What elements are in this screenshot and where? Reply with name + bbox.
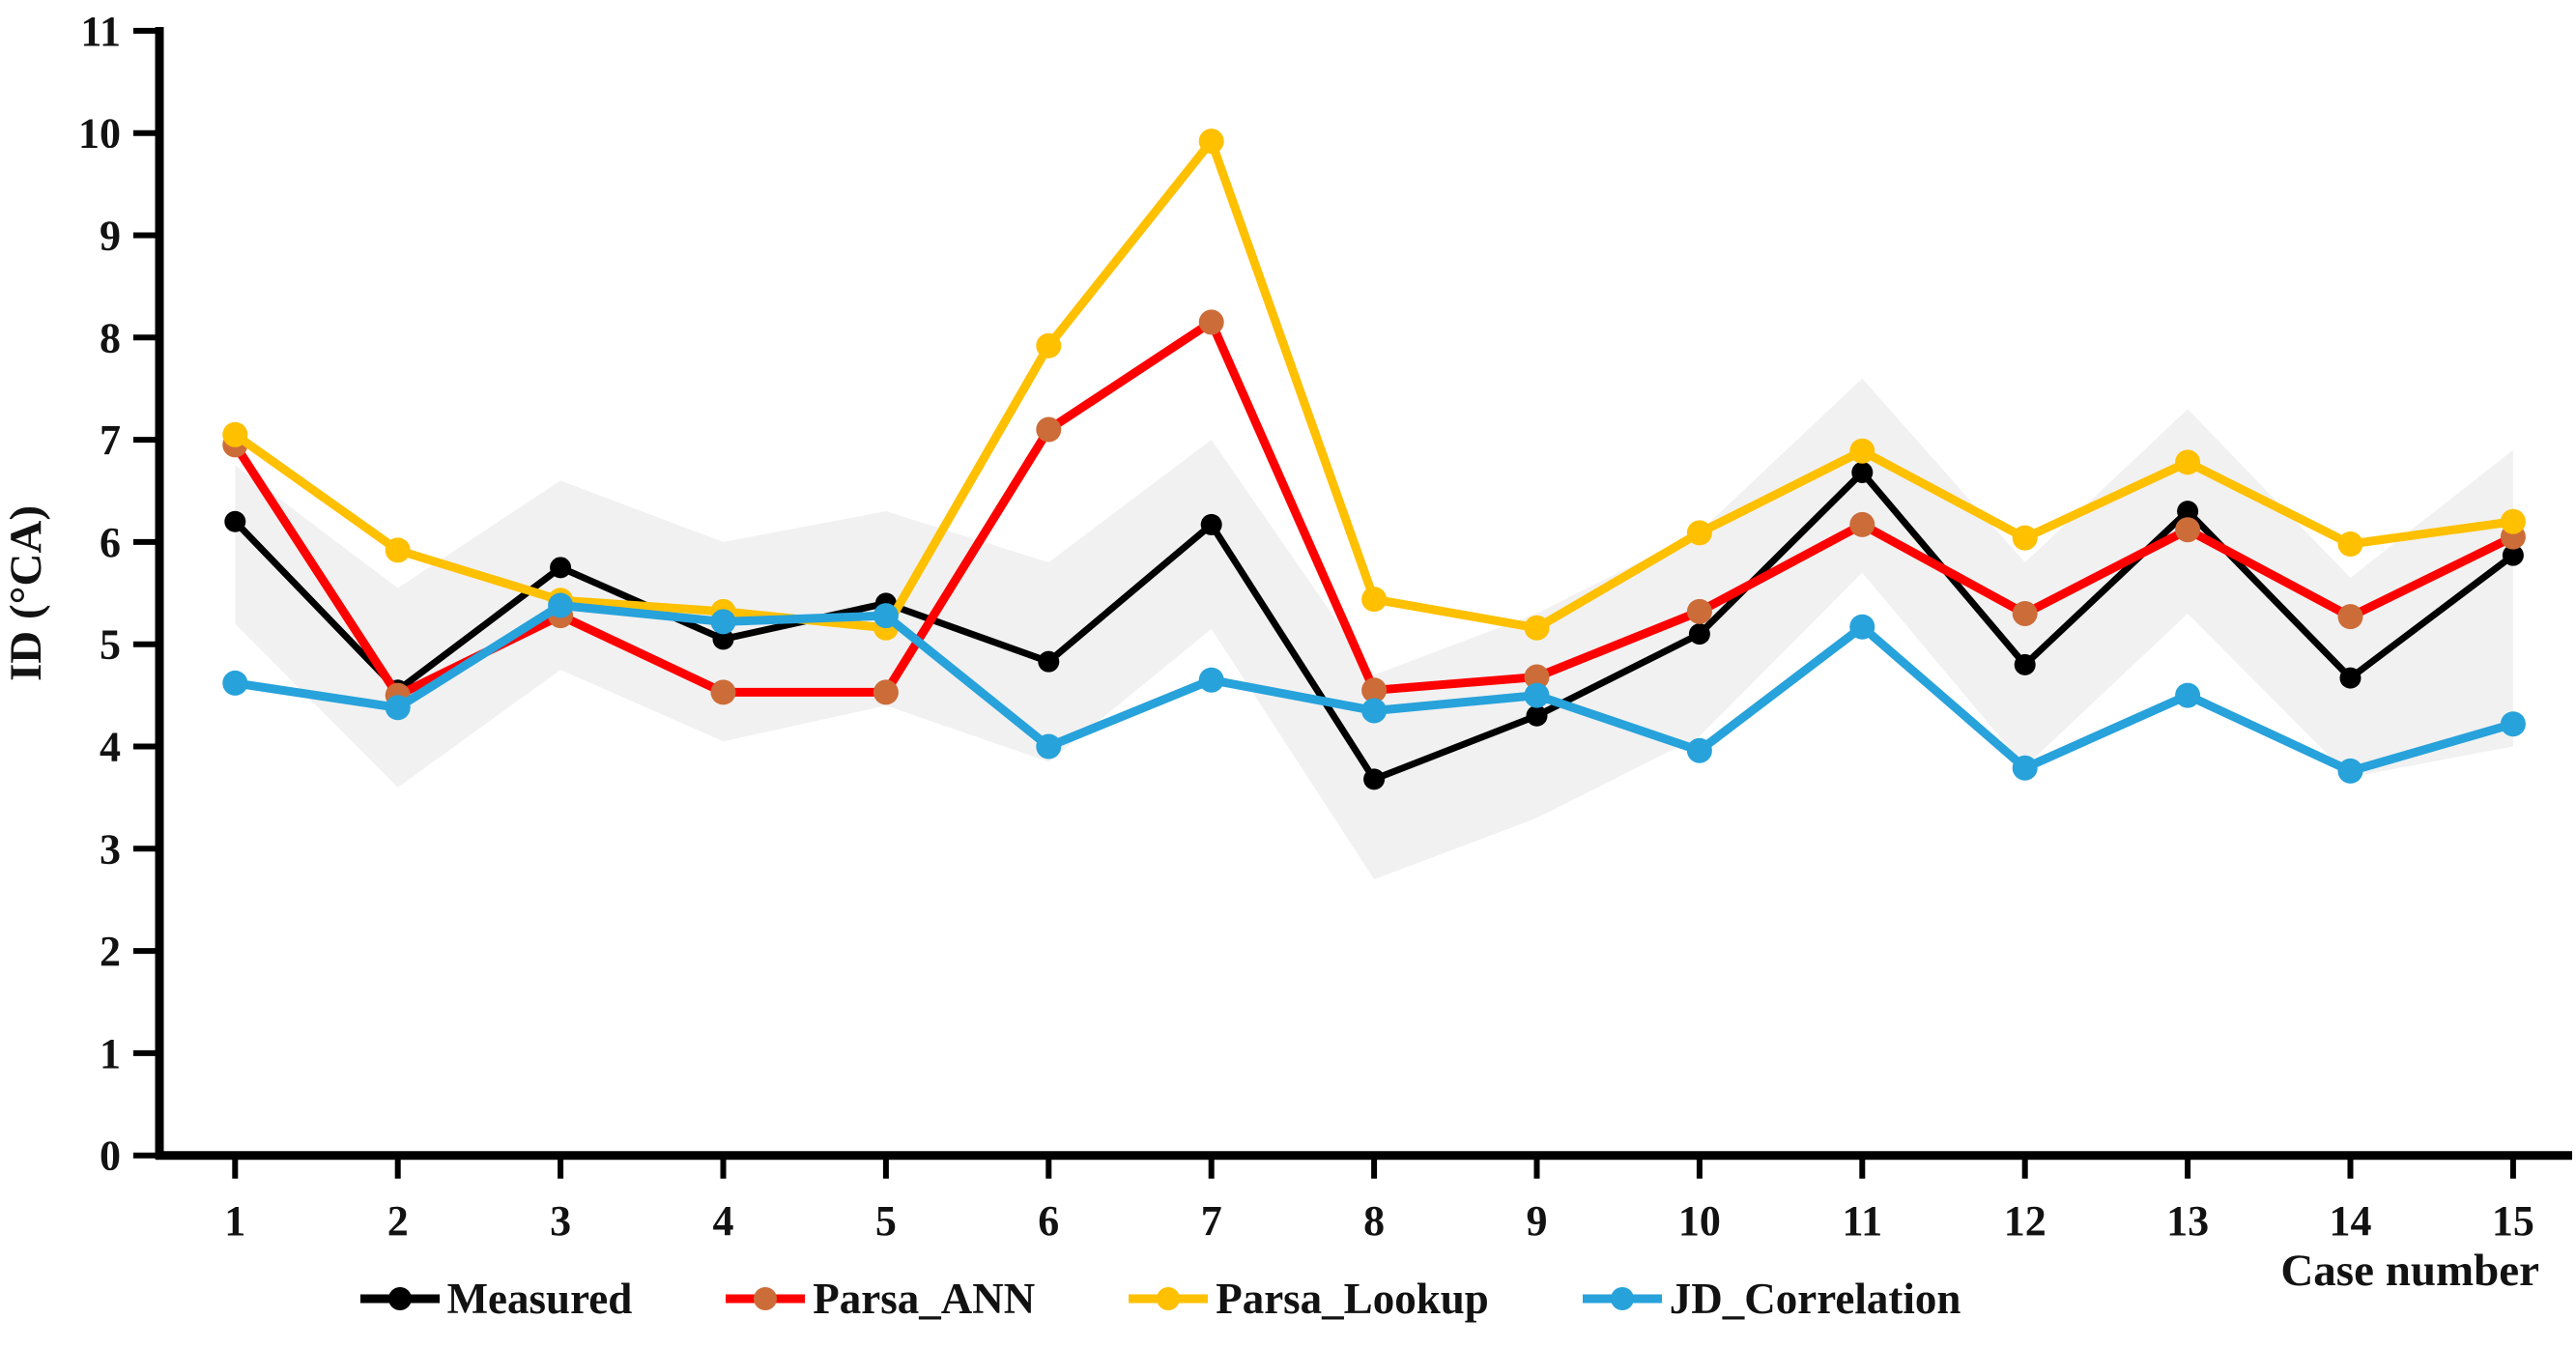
- data-point-Parsa_Lookup-8: [1361, 587, 1388, 613]
- x-axis-tick-label: 3: [550, 1197, 571, 1245]
- legend-label-Parsa_Lookup: Parsa_Lookup: [1216, 1275, 1489, 1323]
- data-point-JD_Correlation-6: [1036, 733, 1062, 760]
- y-axis-tick-label: 7: [100, 416, 121, 464]
- data-point-JD_Correlation-7: [1198, 667, 1224, 693]
- data-point-Parsa_ANN-13: [2175, 517, 2201, 543]
- data-point-Parsa_Lookup-2: [385, 537, 411, 563]
- data-point-JD_Correlation-11: [1849, 614, 1875, 640]
- legend-marker-JD_Correlation: [1582, 1287, 1662, 1310]
- data-point-Measured-10: [1688, 623, 1710, 645]
- data-point-JD_Correlation-12: [2012, 755, 2038, 781]
- data-point-JD_Correlation-3: [548, 592, 574, 618]
- x-axis-tick-label: 9: [1527, 1197, 1548, 1245]
- y-axis-tick-label: 10: [78, 110, 121, 158]
- data-point-Parsa_ANN-10: [1686, 598, 1712, 624]
- legend-item-JD_Correlation: JD_Correlation: [1581, 1274, 1961, 1324]
- y-axis-tick-label: 3: [100, 825, 121, 873]
- x-axis-tick-label: 14: [2330, 1197, 2372, 1245]
- y-axis-tick-label: 11: [80, 8, 121, 55]
- data-point-JD_Correlation-2: [385, 695, 411, 721]
- x-axis-tick-label: 15: [2492, 1197, 2534, 1245]
- x-axis-tick-label: 12: [2004, 1197, 2046, 1245]
- y-axis-tick-label: 1: [100, 1030, 121, 1077]
- data-point-Measured-9: [1526, 704, 1548, 727]
- data-point-Parsa_ANN-6: [1036, 416, 1062, 443]
- legend-marker-Measured: [359, 1287, 440, 1310]
- data-point-Measured-7: [1200, 513, 1222, 535]
- data-point-Parsa_ANN-5: [873, 679, 899, 705]
- data-point-JD_Correlation-8: [1361, 698, 1388, 724]
- data-point-JD_Correlation-15: [2500, 711, 2526, 737]
- legend-marker-Parsa_ANN: [726, 1287, 806, 1310]
- y-axis-title: ID (°CA): [1, 505, 51, 681]
- data-point-Parsa_Lookup-14: [2337, 531, 2363, 558]
- data-point-Parsa_Lookup-11: [1849, 438, 1875, 464]
- data-point-Measured-8: [1363, 768, 1386, 790]
- data-point-Parsa_Lookup-7: [1198, 129, 1224, 155]
- data-point-Parsa_Lookup-6: [1036, 332, 1062, 359]
- legend-item-Parsa_ANN: Parsa_ANN: [724, 1274, 1035, 1324]
- y-axis-tick-label: 8: [100, 314, 121, 361]
- data-point-Parsa_ANN-7: [1198, 309, 1224, 335]
- x-axis-tick-label: 8: [1363, 1197, 1385, 1245]
- x-axis-tick-label: 1: [224, 1197, 245, 1245]
- data-point-JD_Correlation-4: [710, 609, 736, 635]
- y-axis-tick-label: 6: [100, 519, 121, 566]
- data-point-Parsa_ANN-14: [2337, 604, 2363, 630]
- legend-label-Measured: Measured: [446, 1275, 633, 1323]
- data-point-JD_Correlation-14: [2337, 758, 2363, 784]
- x-axis-title: Case number: [2280, 1246, 2539, 1296]
- data-point-Parsa_Lookup-15: [2500, 508, 2526, 534]
- legend-marker-Parsa_Lookup: [1129, 1287, 1209, 1310]
- data-point-Parsa_ANN-12: [2012, 600, 2038, 626]
- data-point-Parsa_ANN-11: [1849, 511, 1875, 537]
- x-axis-tick-label: 5: [875, 1197, 897, 1245]
- x-axis-tick-label: 4: [713, 1197, 734, 1245]
- data-point-JD_Correlation-10: [1686, 737, 1712, 763]
- data-point-Measured-1: [224, 510, 246, 532]
- x-axis-tick-label: 13: [2166, 1197, 2209, 1245]
- legend-item-Parsa_Lookup: Parsa_Lookup: [1127, 1274, 1489, 1324]
- x-axis-tick-label: 10: [1678, 1197, 1721, 1245]
- chart-legend: Measured Parsa_ANN Parsa_Lookup JD_Correlat…: [0, 1274, 2319, 1324]
- data-point-Measured-3: [550, 557, 572, 579]
- x-axis-tick-label: 6: [1038, 1197, 1059, 1245]
- y-axis-tick-label: 5: [100, 621, 121, 669]
- y-axis-tick-label: 0: [100, 1133, 121, 1180]
- data-point-JD_Correlation-5: [873, 603, 899, 629]
- data-point-Measured-12: [2014, 653, 2036, 675]
- legend-item-Measured: Measured: [358, 1274, 633, 1324]
- data-point-JD_Correlation-1: [222, 670, 248, 696]
- y-axis-tick-label: 2: [100, 928, 121, 975]
- data-point-JD_Correlation-9: [1524, 682, 1550, 708]
- data-point-Measured-11: [1851, 461, 1874, 483]
- data-point-Measured-13: [2177, 501, 2199, 523]
- data-point-Parsa_ANN-8: [1361, 677, 1388, 703]
- data-point-Parsa_Lookup-12: [2012, 525, 2038, 551]
- data-point-Parsa_Lookup-13: [2175, 449, 2201, 475]
- measured-uncertainty-band: [235, 378, 2513, 880]
- x-axis-tick-label: 7: [1201, 1197, 1222, 1245]
- y-axis-tick-label: 4: [100, 724, 121, 771]
- y-axis-tick-label: 9: [100, 213, 121, 260]
- data-point-Parsa_Lookup-9: [1524, 615, 1550, 641]
- x-axis-tick-label: 11: [1843, 1197, 1883, 1245]
- legend-label-Parsa_ANN: Parsa_ANN: [813, 1275, 1036, 1323]
- x-axis-tick-label: 2: [387, 1197, 409, 1245]
- data-point-JD_Correlation-13: [2175, 682, 2201, 708]
- data-point-Measured-6: [1038, 650, 1060, 673]
- data-point-Parsa_Lookup-1: [222, 421, 248, 447]
- data-point-Parsa_Lookup-10: [1686, 520, 1712, 546]
- data-point-Measured-15: [2502, 544, 2524, 566]
- data-point-Parsa_ANN-4: [710, 679, 736, 705]
- data-point-Measured-4: [712, 628, 734, 650]
- legend-label-JD_Correlation: JD_Correlation: [1669, 1275, 1961, 1323]
- data-point-Measured-14: [2339, 667, 2361, 689]
- data-point-Parsa_ANN-9: [1524, 664, 1550, 690]
